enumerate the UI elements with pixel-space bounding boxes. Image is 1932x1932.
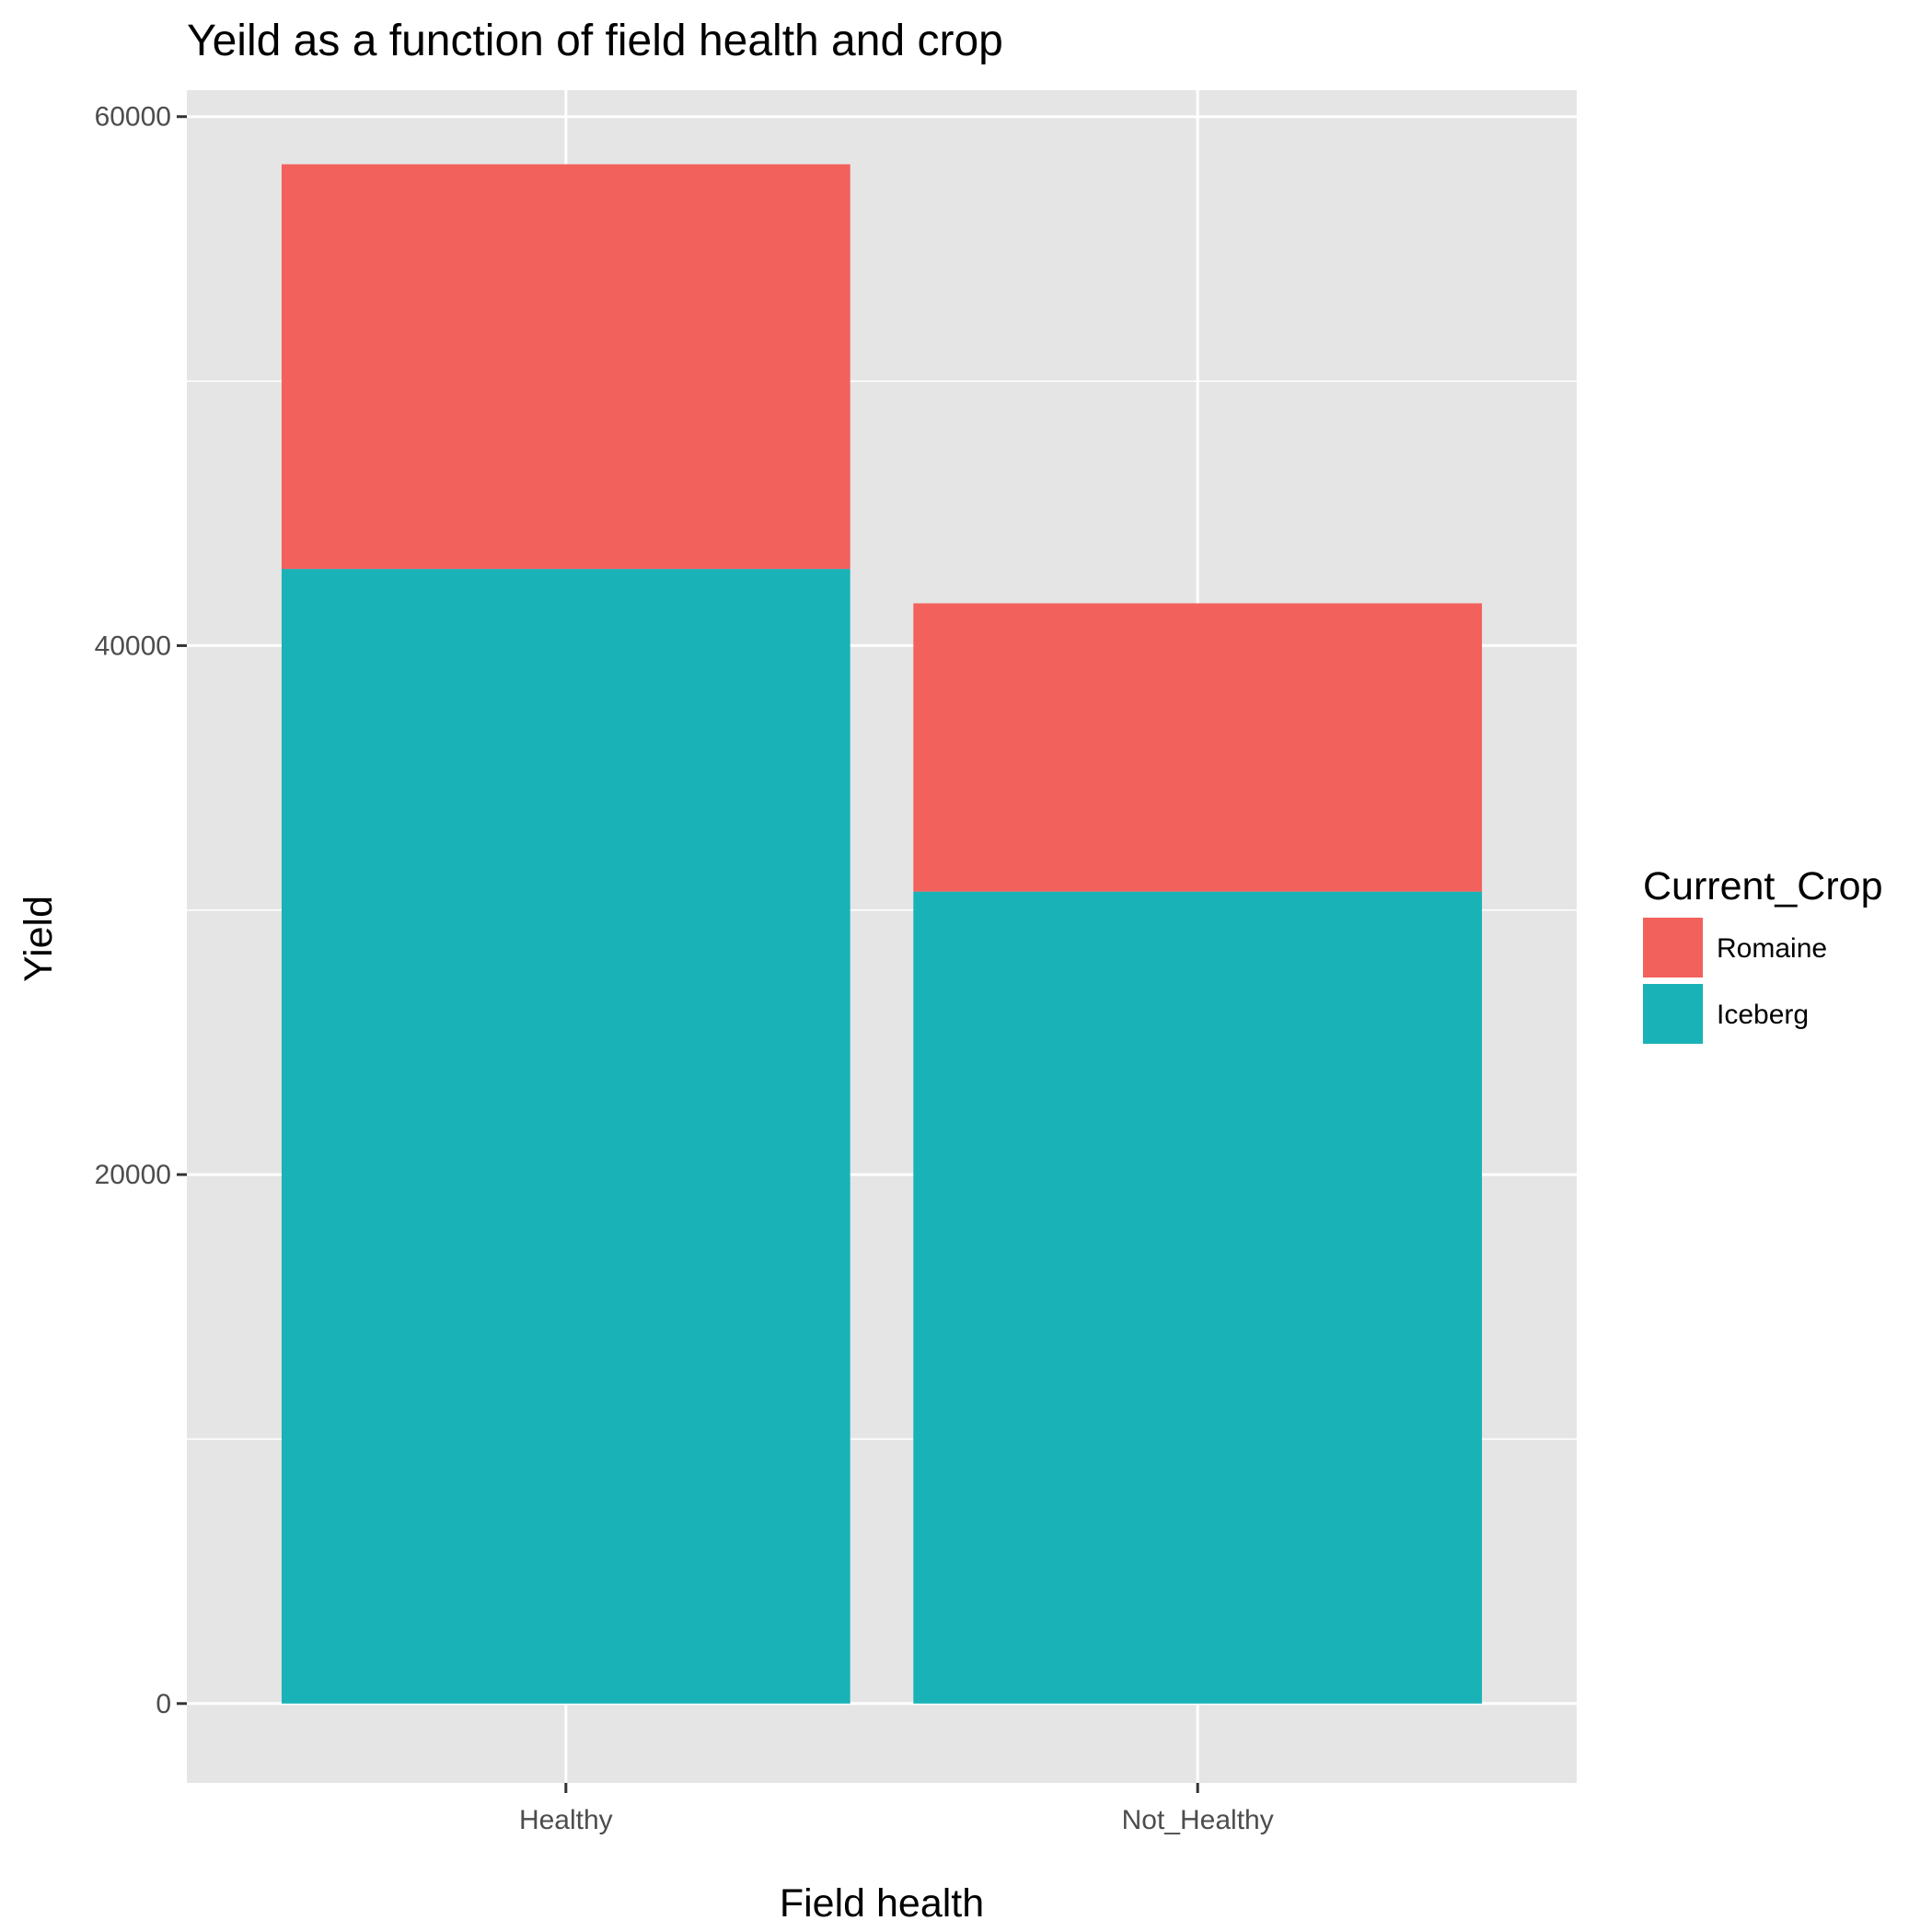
x-axis-title: Field health — [780, 1881, 984, 1926]
legend-key-romaine — [1643, 918, 1703, 978]
y-tick-label: 0 — [156, 1689, 171, 1719]
y-tick-label: 60000 — [95, 102, 171, 133]
legend-label-romaine: Romaine — [1717, 933, 1827, 964]
y-tick-label: 20000 — [95, 1160, 171, 1190]
chart-title: Yeild as a function of field health and … — [187, 17, 1003, 65]
bars — [281, 164, 1483, 1704]
bar-romaine-not_healthy — [913, 603, 1483, 892]
legend-label-iceberg: Iceberg — [1717, 1000, 1809, 1030]
x-tick-label: Not_Healthy — [1122, 1805, 1274, 1835]
y-axis: 0 20000 40000 60000 — [95, 102, 187, 1719]
x-axis: Healthy Not_Healthy — [519, 1783, 1274, 1835]
bar-iceberg-not_healthy — [913, 891, 1483, 1704]
bar-iceberg-healthy — [281, 569, 850, 1704]
legend-key-iceberg — [1643, 984, 1703, 1044]
x-tick-label: Healthy — [519, 1805, 613, 1835]
bar-romaine-healthy — [281, 164, 850, 570]
y-tick-label: 40000 — [95, 631, 171, 661]
legend: Current_Crop Romaine Iceberg — [1643, 864, 1883, 1044]
y-axis-title: Yield — [17, 896, 61, 982]
legend-title: Current_Crop — [1643, 864, 1883, 908]
